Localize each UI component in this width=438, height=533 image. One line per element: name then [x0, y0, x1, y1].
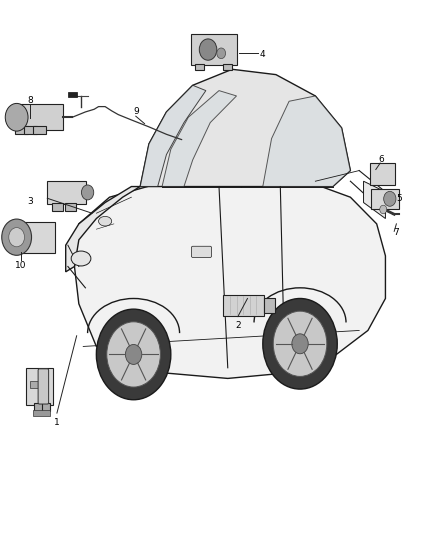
FancyBboxPatch shape — [191, 34, 237, 65]
Circle shape — [292, 334, 308, 354]
Text: 5: 5 — [396, 194, 403, 203]
FancyBboxPatch shape — [26, 368, 53, 405]
Circle shape — [96, 309, 171, 400]
Polygon shape — [140, 85, 206, 187]
Text: 7: 7 — [393, 228, 399, 237]
Polygon shape — [140, 69, 350, 187]
Circle shape — [380, 205, 387, 214]
Circle shape — [9, 228, 25, 247]
Circle shape — [273, 311, 327, 376]
Circle shape — [5, 103, 28, 131]
FancyBboxPatch shape — [34, 403, 48, 411]
FancyBboxPatch shape — [195, 64, 204, 70]
FancyBboxPatch shape — [17, 104, 63, 130]
Circle shape — [263, 298, 337, 389]
FancyBboxPatch shape — [17, 222, 55, 253]
Ellipse shape — [71, 251, 91, 266]
FancyBboxPatch shape — [42, 403, 50, 411]
Circle shape — [199, 39, 217, 60]
Circle shape — [107, 322, 160, 387]
Polygon shape — [33, 410, 50, 416]
Polygon shape — [74, 176, 385, 378]
FancyBboxPatch shape — [223, 64, 232, 70]
FancyBboxPatch shape — [30, 381, 39, 388]
FancyBboxPatch shape — [24, 126, 37, 134]
Text: 2: 2 — [235, 321, 240, 329]
Polygon shape — [68, 92, 77, 97]
FancyBboxPatch shape — [191, 246, 212, 257]
FancyBboxPatch shape — [52, 203, 63, 211]
FancyBboxPatch shape — [371, 189, 399, 209]
Text: 1: 1 — [54, 418, 60, 427]
FancyBboxPatch shape — [370, 163, 395, 185]
Text: 8: 8 — [27, 96, 33, 104]
Text: 10: 10 — [15, 261, 27, 270]
Circle shape — [125, 344, 142, 365]
FancyBboxPatch shape — [264, 298, 275, 313]
FancyBboxPatch shape — [47, 181, 86, 204]
Polygon shape — [364, 181, 385, 219]
Polygon shape — [263, 96, 350, 187]
FancyBboxPatch shape — [38, 369, 49, 404]
Text: 3: 3 — [27, 197, 33, 206]
Circle shape — [217, 48, 226, 59]
Circle shape — [2, 219, 32, 255]
Text: 9: 9 — [134, 108, 140, 116]
Text: 6: 6 — [378, 156, 384, 164]
Text: 4: 4 — [260, 50, 265, 59]
FancyBboxPatch shape — [15, 126, 28, 134]
Circle shape — [384, 191, 396, 206]
FancyBboxPatch shape — [223, 295, 264, 316]
Circle shape — [81, 185, 94, 200]
Polygon shape — [162, 91, 237, 187]
FancyBboxPatch shape — [33, 126, 46, 134]
FancyBboxPatch shape — [65, 203, 76, 211]
Ellipse shape — [99, 216, 112, 226]
Polygon shape — [66, 187, 140, 272]
